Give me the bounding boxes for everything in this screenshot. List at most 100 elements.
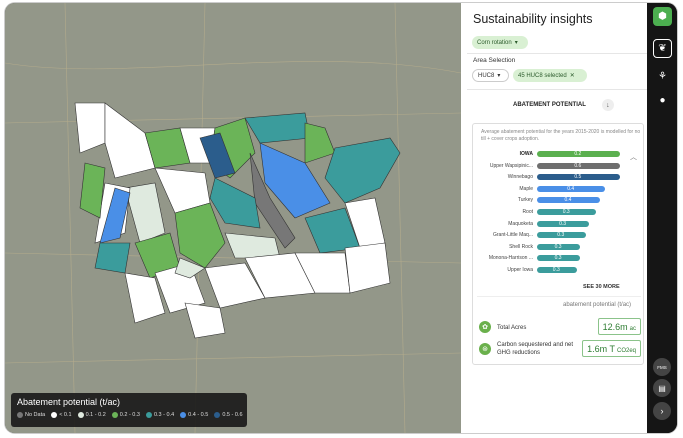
bar-label: Upper Iowa xyxy=(507,267,533,273)
bar-row[interactable]: Monona-Harrison ... 0.3 xyxy=(473,254,645,262)
chevron-up-icon[interactable]: ︿ xyxy=(630,154,637,161)
bar-row[interactable]: Grant-Little Maq... 0.3 xyxy=(473,231,645,239)
watershed-region[interactable] xyxy=(174,202,226,269)
bar-value: 0.3 xyxy=(557,232,565,239)
bar-fill: 0.4 xyxy=(537,185,606,192)
bar-value: 0.3 xyxy=(559,220,567,227)
stat-label: Carbon sequestered and net GHG reduction… xyxy=(497,342,574,356)
bar-label: Shell Rock xyxy=(509,243,533,250)
watershed-region[interactable] xyxy=(94,242,131,274)
bar-label: Root xyxy=(522,209,533,215)
network-icon[interactable]: ⚘ xyxy=(658,71,667,82)
bar-fill: 0.3 xyxy=(537,255,581,262)
bar-label: Grant-Little Maq... xyxy=(492,232,533,239)
watershed-region[interactable] xyxy=(124,182,166,244)
watershed-region[interactable] xyxy=(259,142,331,219)
close-icon[interactable]: ✕ xyxy=(569,73,575,79)
bar-fill: 0.4 xyxy=(537,197,600,204)
watershed-region[interactable] xyxy=(104,102,156,179)
bar-row[interactable]: IOWA 0.2 xyxy=(473,150,645,158)
legend-item: 0.3 - 0.4 xyxy=(145,412,174,418)
watershed-region[interactable] xyxy=(209,177,261,229)
bar-row[interactable]: Turkey 0.4 xyxy=(473,196,645,204)
stat-total-acres: ✿ Total Acres 12.6m ac xyxy=(479,318,641,338)
legend-item: 0.5 - 0.6 xyxy=(214,412,243,418)
crop-rotation-dropdown[interactable]: Corn rotation ▾ xyxy=(472,36,528,49)
caret-down-icon: ▾ xyxy=(514,40,518,46)
legend-swatch xyxy=(77,412,84,418)
watershed-region[interactable] xyxy=(344,242,391,294)
crop-rotation-label: Corn rotation xyxy=(477,39,512,46)
map-view[interactable]: Abatement potential (t/ac) No Data < 0.1 0… xyxy=(5,3,461,433)
caret-down-icon: ▾ xyxy=(497,73,501,79)
bar-value: 0.2 xyxy=(574,151,582,157)
sustainability-leaf-icon[interactable]: ❦ xyxy=(653,39,672,58)
tab-abatement-potential[interactable]: ABATEMENT POTENTIAL ↓ xyxy=(513,99,614,111)
stat-unit: CO2eq xyxy=(616,348,636,354)
bar-row[interactable]: Upper Iowa 0.3 xyxy=(473,266,645,274)
bar-fill: 0.3 xyxy=(537,220,590,227)
bar-value: 0.3 xyxy=(554,243,562,250)
chevron-right-icon[interactable]: › xyxy=(653,402,671,420)
watershed-region[interactable] xyxy=(174,257,206,279)
map-canvas[interactable] xyxy=(5,3,461,433)
bar-row[interactable]: Root 0.3 xyxy=(473,208,645,216)
card-description: Average abatement potential for the year… xyxy=(481,129,641,142)
legend-swatch xyxy=(17,412,23,418)
panel-title: Sustainability insights xyxy=(473,12,593,26)
legend-item: 0.1 - 0.2 xyxy=(77,412,106,418)
bar-label: Maquoketa xyxy=(508,220,533,227)
watershed-region[interactable] xyxy=(184,302,226,339)
bar-row[interactable]: Shell Rock 0.3 xyxy=(473,243,645,251)
legend-label: No Data xyxy=(25,412,46,418)
see-more-link[interactable]: SEE 30 MORE xyxy=(583,284,620,290)
area-selection-label: Area Selection xyxy=(473,57,516,64)
stat-carbon-sequestered: ⊛ Carbon sequestered and net GHG reducti… xyxy=(479,340,641,360)
bar-row[interactable]: Upper Wapsipinic... 0.6 xyxy=(473,162,645,170)
legend-item: 0.2 - 0.3 xyxy=(111,412,140,418)
watershed-region[interactable] xyxy=(79,162,106,219)
app-window: Abatement potential (t/ac) No Data < 0.1 0… xyxy=(5,3,677,433)
bar-value: 0.3 xyxy=(562,209,570,215)
watershed-region[interactable] xyxy=(249,152,296,249)
bar-row[interactable]: Maple 0.4 xyxy=(473,185,645,193)
bar-fill: 0.6 xyxy=(537,162,620,169)
legend-label: 0.5 - 0.6 xyxy=(222,412,243,418)
abatement-card: Average abatement potential for the year… xyxy=(472,123,644,365)
bar-fill: 0.3 xyxy=(537,209,597,215)
divider xyxy=(477,296,641,297)
bar-row[interactable]: Winnebago 0.5 xyxy=(473,173,645,181)
bar-label: Monona-Harrison ... xyxy=(488,255,533,262)
selected-areas-label: 45 HUC8 selected xyxy=(518,72,567,79)
bar-value: 0.3 xyxy=(554,255,562,262)
watershed-region[interactable] xyxy=(124,272,166,324)
app-logo-icon[interactable]: ⬢ xyxy=(653,7,672,26)
huc-level-label: HUC8 xyxy=(478,72,495,79)
legend-item: No Data xyxy=(17,412,45,418)
bar-value: 0.4 xyxy=(567,185,575,192)
watershed-region[interactable] xyxy=(199,132,236,179)
insights-panel: Sustainability insights Corn rotation ▾ … xyxy=(461,3,647,433)
legend-label: 0.1 - 0.2 xyxy=(85,412,106,418)
unit-label: abatement potential (t/ac) xyxy=(563,302,632,308)
map-legend: Abatement potential (t/ac) No Data < 0.1 0… xyxy=(11,393,247,427)
legend-label: 0.4 - 0.5 xyxy=(188,412,209,418)
bar-row[interactable]: Maquoketa 0.3 xyxy=(473,220,645,228)
huc-level-dropdown[interactable]: HUC8 ▾ xyxy=(472,69,509,82)
legend-item: 0.4 - 0.5 xyxy=(180,412,208,418)
legend-items: No Data < 0.1 0.1 - 0.2 0.2 - 0.3 0.3 - 0.4 0… xyxy=(17,412,243,418)
bar-fill: 0.5 xyxy=(537,174,620,181)
selected-areas-chip[interactable]: 45 HUC8 selected ✕ xyxy=(513,69,587,82)
bar-value: 0.4 xyxy=(564,197,572,204)
legend-swatch xyxy=(111,412,118,418)
user-icon[interactable]: ● xyxy=(659,95,666,106)
fms-button[interactable]: FMS xyxy=(653,358,671,376)
chat-icon[interactable]: ▤ xyxy=(653,379,671,397)
watershed-region[interactable] xyxy=(99,187,131,244)
watershed-region[interactable] xyxy=(324,137,401,204)
stat-unit: ac xyxy=(629,326,636,332)
bar-label: Upper Wapsipinic... xyxy=(489,162,533,169)
bar-value: 0.5 xyxy=(574,174,582,181)
bar-label: IOWA xyxy=(519,151,533,157)
download-icon[interactable]: ↓ xyxy=(601,99,614,111)
